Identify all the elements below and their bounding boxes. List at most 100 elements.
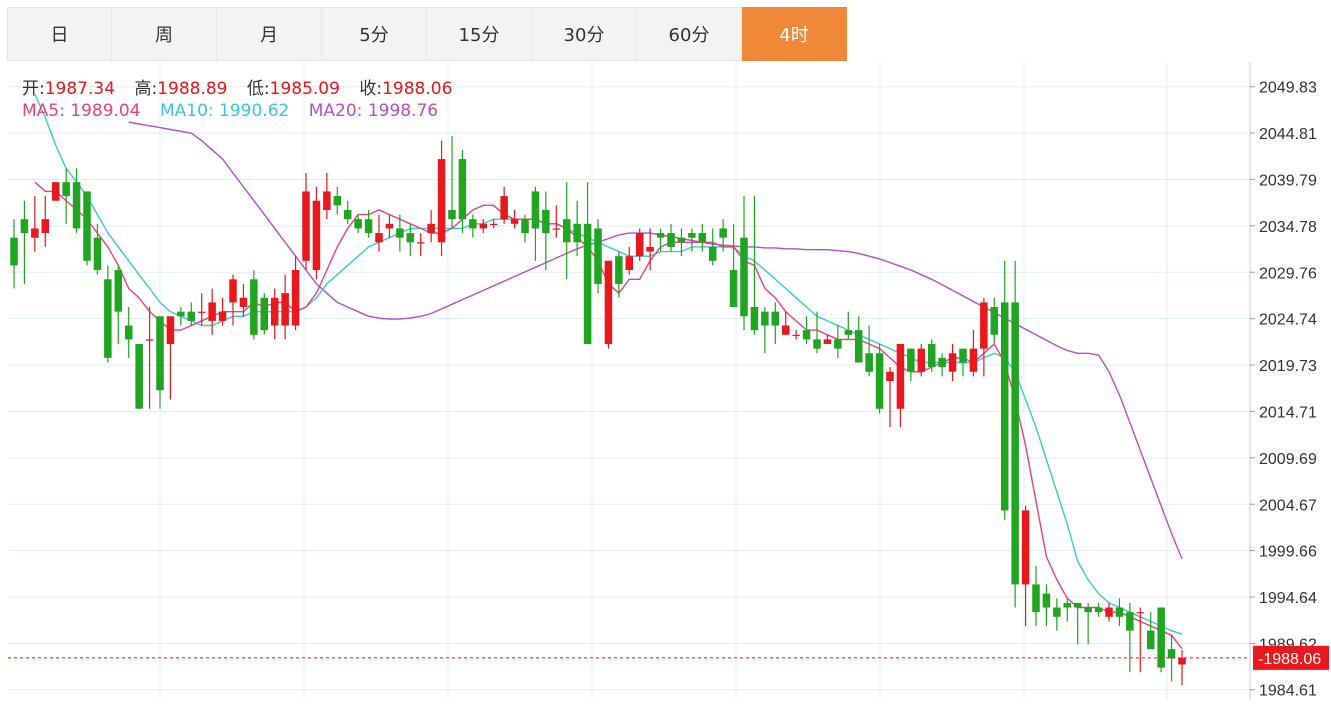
candle <box>343 200 352 224</box>
candle <box>270 288 279 340</box>
candle <box>250 270 258 340</box>
candle <box>416 233 425 257</box>
candle-body <box>708 246 717 261</box>
candle-body <box>750 307 759 331</box>
low-label: 低: <box>246 79 270 99</box>
candle-body <box>907 348 915 372</box>
candle <box>114 265 123 345</box>
tab-60min[interactable]: 60分 <box>637 7 742 61</box>
candle-body <box>104 279 112 358</box>
candle-body <box>385 223 394 229</box>
candle <box>938 353 946 377</box>
candle-body <box>72 182 81 229</box>
candle <box>761 307 769 354</box>
candle <box>1032 565 1040 627</box>
tab-month[interactable]: 月 <box>217 7 322 61</box>
candle <box>41 196 50 247</box>
candle <box>865 325 873 377</box>
candle-body <box>844 330 853 335</box>
candle-body <box>1021 510 1030 585</box>
candle <box>104 265 112 363</box>
candle-body <box>469 219 477 229</box>
candle-body <box>437 159 446 243</box>
candle <box>354 214 362 234</box>
close-label: 收: <box>359 79 383 99</box>
price-axis: 2049.83 2044.81 2039.79 2034.78 2029.76 2024.… <box>8 80 1329 700</box>
y-tick-label: 2004.67 <box>1259 497 1317 514</box>
tab-5min[interactable]: 5分 <box>322 7 427 61</box>
candle-body <box>375 233 383 243</box>
candle <box>1105 602 1113 622</box>
candle-body <box>62 182 70 197</box>
candle <box>469 214 477 238</box>
high-value: 1988.89 <box>157 79 228 99</box>
candle-body <box>854 330 863 363</box>
candle <box>813 311 821 354</box>
candle <box>771 302 780 345</box>
candle <box>969 330 978 377</box>
ma10-line <box>34 94 1183 635</box>
candle <box>646 228 654 271</box>
candle-body <box>1084 607 1092 613</box>
candle <box>729 223 738 308</box>
candle-body <box>208 302 216 321</box>
candle-body <box>656 233 665 238</box>
candle <box>500 186 508 224</box>
candle-body <box>667 233 675 247</box>
candle-body <box>521 219 529 234</box>
candle-body <box>83 191 91 261</box>
tab-4hour[interactable]: 4时 <box>742 7 847 61</box>
candle-body <box>729 270 738 308</box>
tab-week[interactable]: 周 <box>112 7 217 61</box>
open-value: 1987.34 <box>44 79 116 99</box>
ma5-label: MA5: <box>22 101 65 121</box>
candle-body <box>302 191 310 261</box>
tab-day[interactable]: 日 <box>7 7 112 61</box>
candle <box>1053 598 1061 631</box>
candle-body <box>969 348 978 372</box>
candle-body <box>938 357 946 368</box>
candle <box>20 200 29 284</box>
tab-30min[interactable]: 30分 <box>532 7 637 61</box>
close-value: 1988.06 <box>382 79 453 99</box>
candle <box>156 316 164 409</box>
candle-body <box>802 330 811 340</box>
candle-body <box>948 353 957 372</box>
candle-body <box>1146 630 1155 650</box>
candle-body <box>1126 612 1134 631</box>
candle-body <box>500 196 508 220</box>
candle-body <box>698 233 707 243</box>
candle-body <box>260 297 269 331</box>
candle-body <box>427 223 435 234</box>
candle <box>667 223 675 252</box>
candle-body <box>416 242 425 244</box>
candle <box>1115 598 1124 627</box>
candle <box>1063 598 1072 622</box>
candle <box>302 172 310 271</box>
candle <box>698 223 707 252</box>
candle <box>980 297 988 377</box>
candle <box>625 246 634 275</box>
candle <box>552 205 561 238</box>
candle-body <box>886 371 894 381</box>
candle-body <box>635 233 644 257</box>
candle <box>72 168 81 234</box>
candle-body <box>823 339 832 345</box>
candle-body <box>41 219 50 234</box>
candle <box>375 214 383 252</box>
candle <box>229 274 237 326</box>
candle-body <box>333 196 342 206</box>
y-tick-label: 2019.73 <box>1259 358 1317 375</box>
candle <box>740 196 748 331</box>
candle <box>823 334 832 345</box>
candle <box>802 316 811 345</box>
candle-body <box>959 348 967 363</box>
candle-body <box>688 233 696 238</box>
candle <box>854 316 863 363</box>
candle-body <box>354 219 362 229</box>
candle-body <box>1000 302 1009 511</box>
tab-15min[interactable]: 15分 <box>427 7 532 61</box>
candle-body <box>250 279 258 335</box>
last-price-tag <box>1253 645 1329 670</box>
